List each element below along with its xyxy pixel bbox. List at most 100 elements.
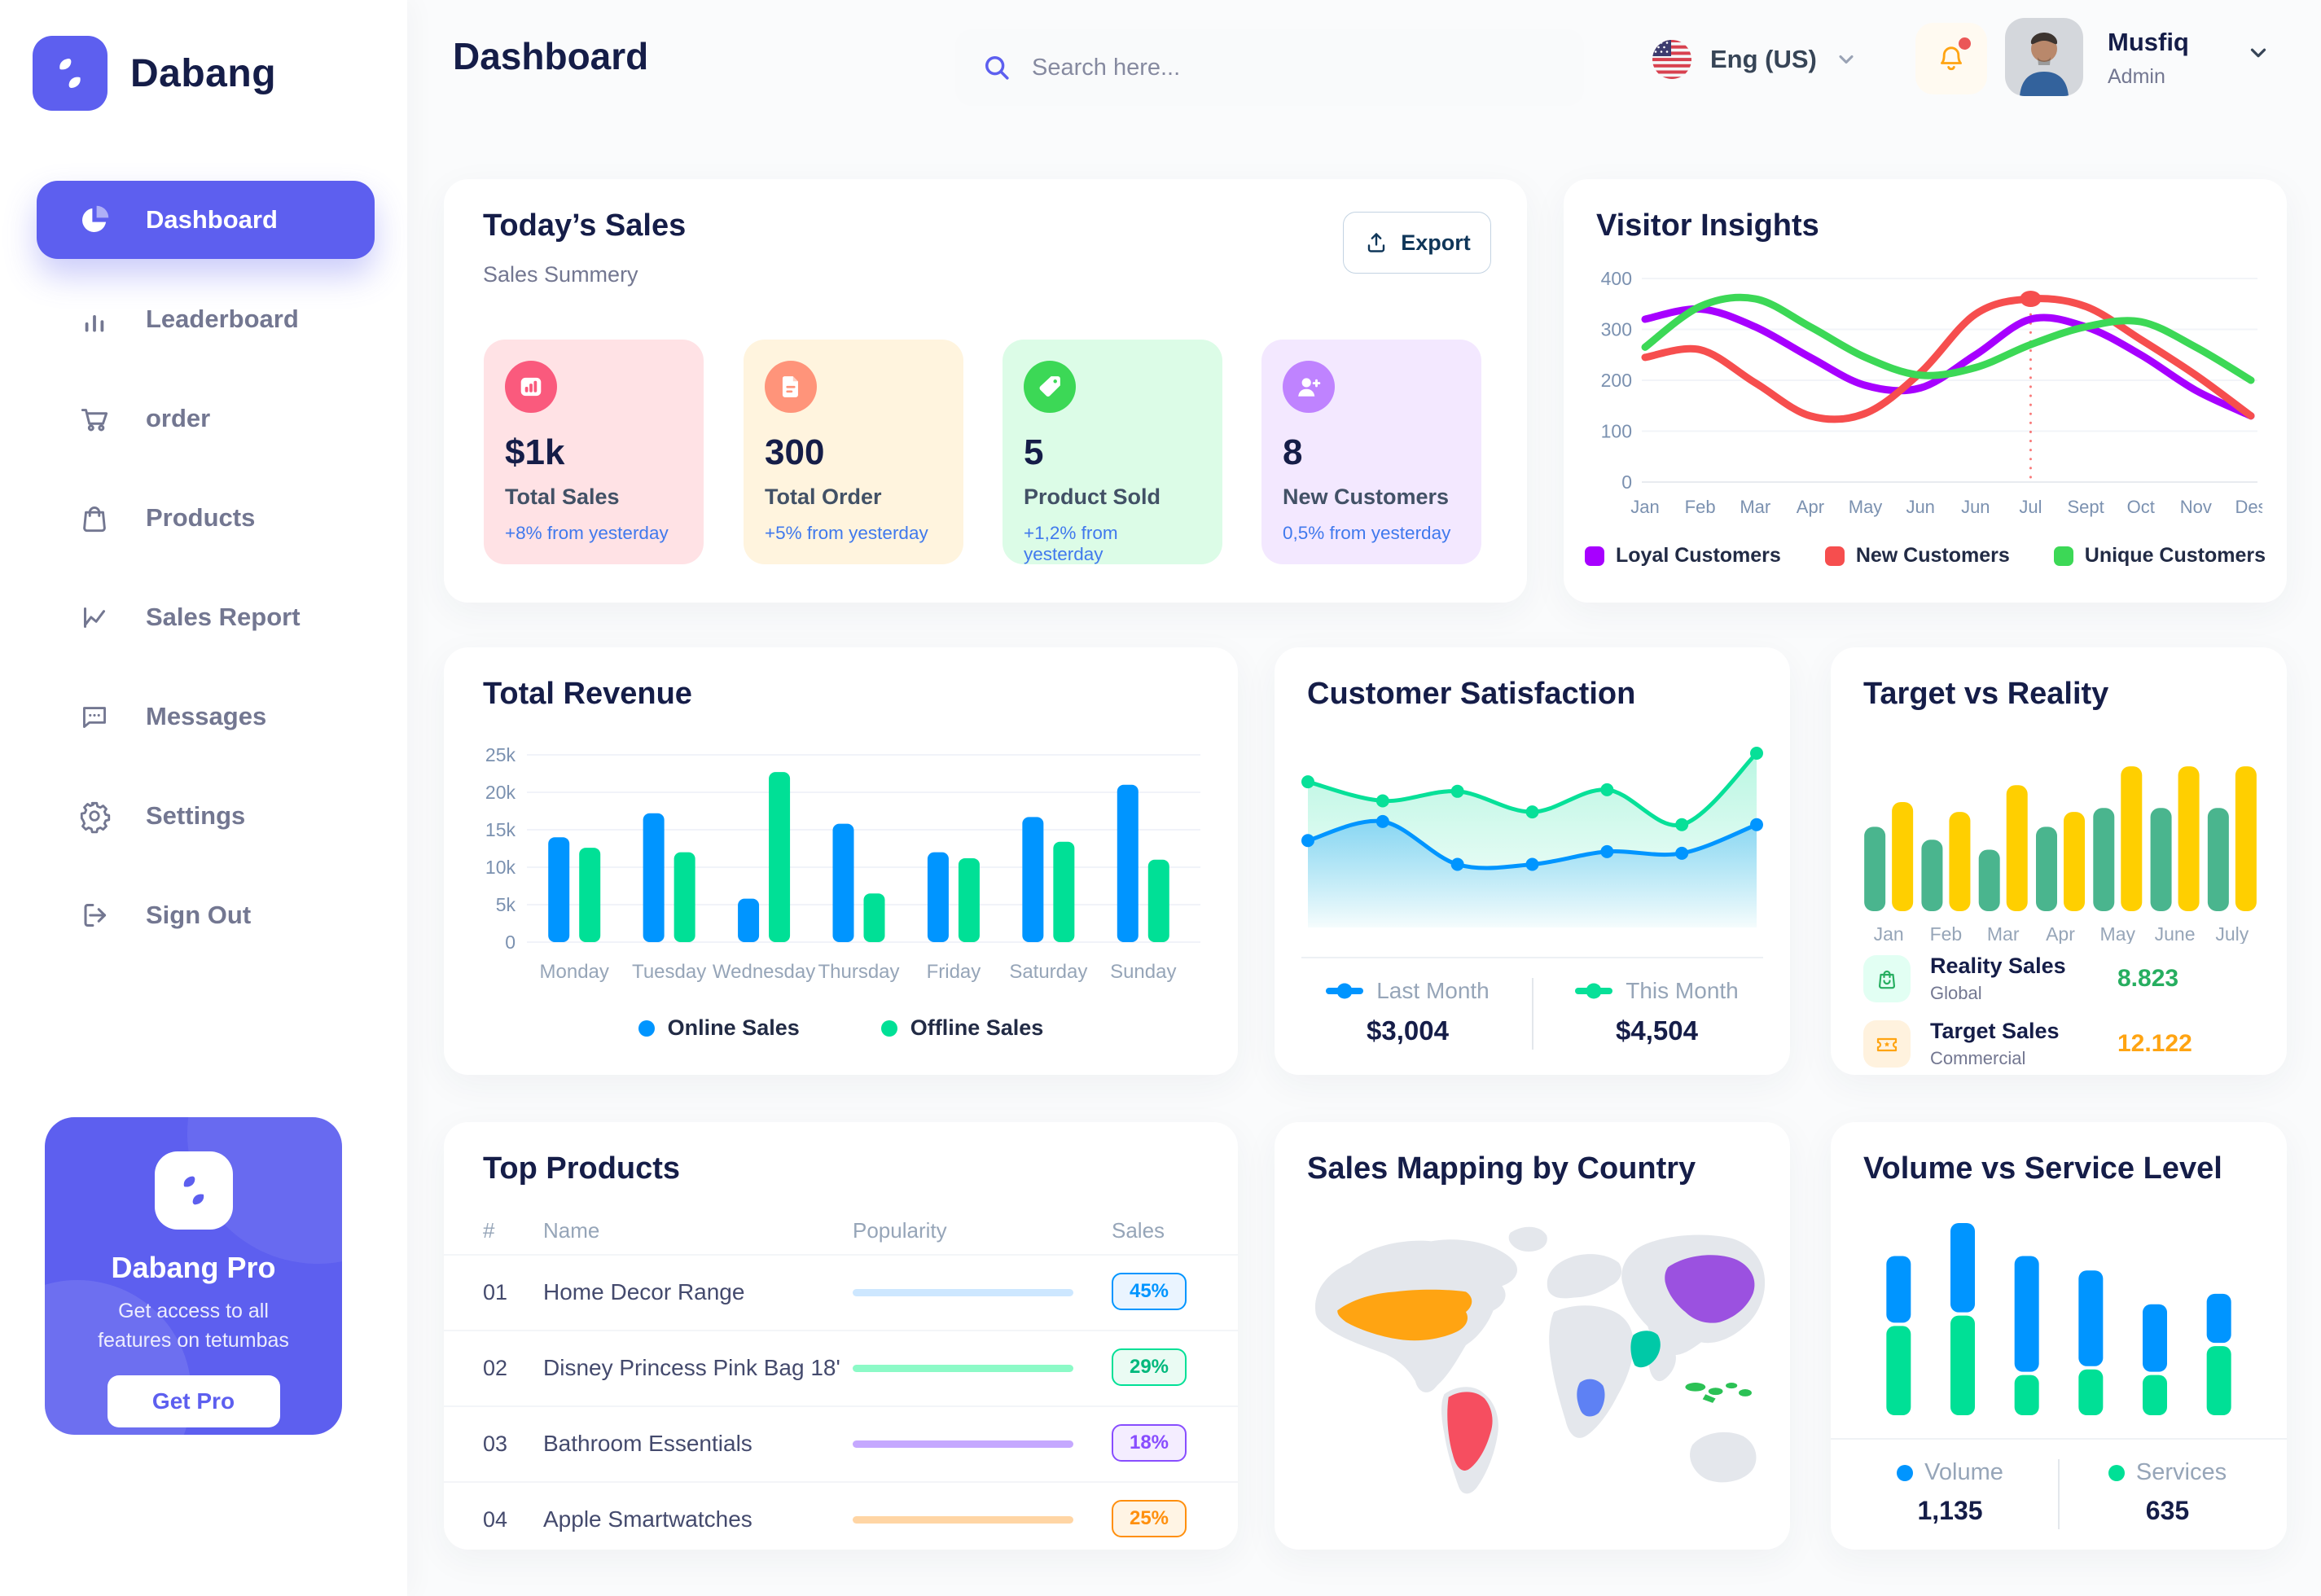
stat-label: Product Sold [1024, 484, 1160, 509]
map-country-dr-congo [1577, 1379, 1605, 1417]
pro-title: Dabang Pro [111, 1251, 276, 1284]
svg-text:Apr: Apr [2046, 923, 2075, 944]
product-row-home-decor-range: 01 Home Decor Range 45% [444, 1256, 1238, 1331]
sidebar-item-sales-report[interactable]: Sales Report [37, 578, 375, 656]
reality-sales-value: 8.823 [2117, 965, 2179, 992]
language-selector[interactable]: Eng (US) [1652, 39, 1858, 80]
svg-text:300: 300 [1601, 319, 1632, 340]
svg-text:100: 100 [1601, 421, 1632, 442]
sidebar-item-messages[interactable]: Messages [37, 677, 375, 756]
svg-text:Feb: Feb [1685, 497, 1716, 517]
sidebar-item-settings[interactable]: Settings [37, 777, 375, 855]
pro-logo-icon [154, 1151, 233, 1230]
sidebar: Dabang Dashboard Leaderboard order Products… [0, 0, 407, 1596]
stat-label: New Customers [1283, 484, 1450, 509]
visitor-insights-legend: Loyal Customers New Customers Unique Cus… [1564, 544, 2287, 568]
sales-badge: 18% [1112, 1424, 1187, 1462]
avatar[interactable] [2005, 18, 2083, 96]
world-map [1314, 1226, 1766, 1494]
volume-vs-service-card: Volume vs Service Level Volume 1,135 Ser… [1831, 1122, 2287, 1550]
user-menu-chevron-icon[interactable] [2246, 41, 2271, 65]
svg-text:Apr: Apr [1797, 497, 1824, 517]
sidebar-item-leaderboard[interactable]: Leaderboard [37, 280, 375, 358]
volume-vs-service-legend: Volume 1,135 Services 635 [1831, 1459, 2287, 1529]
pro-description: Get access to all features on tetumbas [98, 1300, 289, 1353]
volume-vs-service-title: Volume vs Service Level [1863, 1151, 2222, 1186]
page-title: Dashboard [453, 35, 649, 77]
legend-divider [2058, 1459, 2060, 1529]
brand: Dabang [33, 36, 276, 111]
svg-text:Jun: Jun [1961, 497, 1990, 517]
line-dot-icon [1575, 983, 1613, 999]
notifications-button[interactable] [1915, 23, 1987, 94]
legend-divider [1531, 978, 1533, 1050]
legend-dot [880, 1019, 897, 1037]
legend-total: 1,135 [1917, 1496, 1983, 1525]
bag-icon [76, 499, 113, 537]
ticket-icon [1863, 1020, 1911, 1068]
get-pro-button[interactable]: Get Pro [107, 1375, 280, 1427]
svg-text:0: 0 [505, 932, 516, 953]
top-products-card: Top Products # Name Popularity Sales 01 H… [444, 1122, 1238, 1550]
sales-mapping-title: Sales Mapping by Country [1307, 1151, 1696, 1186]
sidebar-item-dashboard[interactable]: Dashboard [37, 181, 375, 259]
stat-tag-icon [1024, 361, 1076, 413]
map-country-united-states [1337, 1289, 1472, 1341]
customer-satisfaction-chart [1301, 747, 1763, 927]
stat-card-total-sales: $1k Total Sales +8% from yesterday [484, 340, 704, 564]
legend-dot [1897, 1464, 1914, 1481]
svg-text:Saturday: Saturday [1009, 961, 1087, 983]
sidebar-item-sign-out[interactable]: Sign Out [37, 876, 375, 954]
export-button[interactable]: Export [1343, 212, 1491, 274]
customer-satisfaction-card: Customer Satisfaction Last Month $3,004 … [1275, 647, 1790, 1075]
target-vs-reality-title: Target vs Reality [1863, 677, 2109, 711]
sidebar-item-order[interactable]: order [37, 379, 375, 458]
total-revenue-title: Total Revenue [483, 677, 692, 711]
legend-item: Unique Customers [2053, 544, 2266, 568]
legend-item: This Month $4,504 [1555, 978, 1760, 1046]
brand-name: Dabang [130, 51, 277, 95]
map-country-china [1665, 1255, 1755, 1323]
svg-text:Tuesday: Tuesday [632, 961, 706, 983]
legend-item: Loyal Customers [1584, 544, 1781, 568]
svg-text:25k: 25k [485, 747, 516, 765]
target-vs-reality-legend: Reality Sales Global 8.823 Target Sales … [1863, 950, 2257, 1081]
map-country-saudi-arabia [1630, 1331, 1661, 1368]
user-name: Musfiq [2108, 28, 2189, 56]
svg-text:Wednesday: Wednesday [713, 961, 815, 983]
today-sales-title: Today’s Sales [483, 208, 687, 243]
svg-text:May: May [1849, 497, 1883, 517]
notification-badge [1956, 35, 1973, 52]
visitor-insights-title: Visitor Insights [1596, 208, 1819, 243]
svg-text:5k: 5k [496, 894, 516, 915]
legend-item: Target Sales Commercial 12.122 [1863, 1015, 2257, 1072]
visitor-insights-chart: 0 100 200 300 400 Jan Feb Mar Apr May Jun Jun Jul Sep… [1601, 269, 2262, 517]
svg-text:Jun: Jun [1906, 497, 1934, 517]
us-flag-icon [1652, 40, 1691, 79]
today-sales-subtitle: Sales Summery [483, 262, 638, 287]
target-vs-reality-card: Target vs Reality Jan Feb Mar Apr May June Jul… [1831, 647, 2287, 1075]
today-sales-stat-cards: $1k Total Sales +8% from yesterday 300 Total… [444, 340, 1527, 564]
product-name: Apple Smartwatches [543, 1506, 752, 1532]
sidebar-item-products[interactable]: Products [37, 479, 375, 557]
svg-text:Jan: Jan [1630, 497, 1659, 517]
sales-mapping-card: Sales Mapping by Country [1275, 1122, 1790, 1550]
user-role: Admin [2108, 65, 2165, 88]
svg-text:0: 0 [1621, 471, 1632, 493]
stat-card-product-sold: 5 Product Sold +1,2% from yesterday [1003, 340, 1222, 564]
stat-delta: +8% from yesterday [505, 523, 669, 543]
svg-text:May: May [2100, 923, 2136, 944]
popularity-bar [853, 1289, 1073, 1296]
product-rank: 02 [483, 1356, 508, 1380]
product-name: Disney Princess Pink Bag 18' [543, 1355, 840, 1380]
legend-swatch [2053, 546, 2073, 566]
volume-vs-service-chart [1886, 1223, 2231, 1415]
svg-text:Jan: Jan [1874, 923, 1904, 944]
search-input[interactable] [1030, 53, 1584, 82]
svg-text:June: June [2155, 923, 2196, 944]
stat-delta: 0,5% from yesterday [1283, 523, 1451, 543]
stat-file-icon [765, 361, 817, 413]
product-rank: 01 [483, 1280, 508, 1304]
legend-dot [638, 1019, 655, 1037]
svg-text:Mar: Mar [1987, 923, 2020, 944]
